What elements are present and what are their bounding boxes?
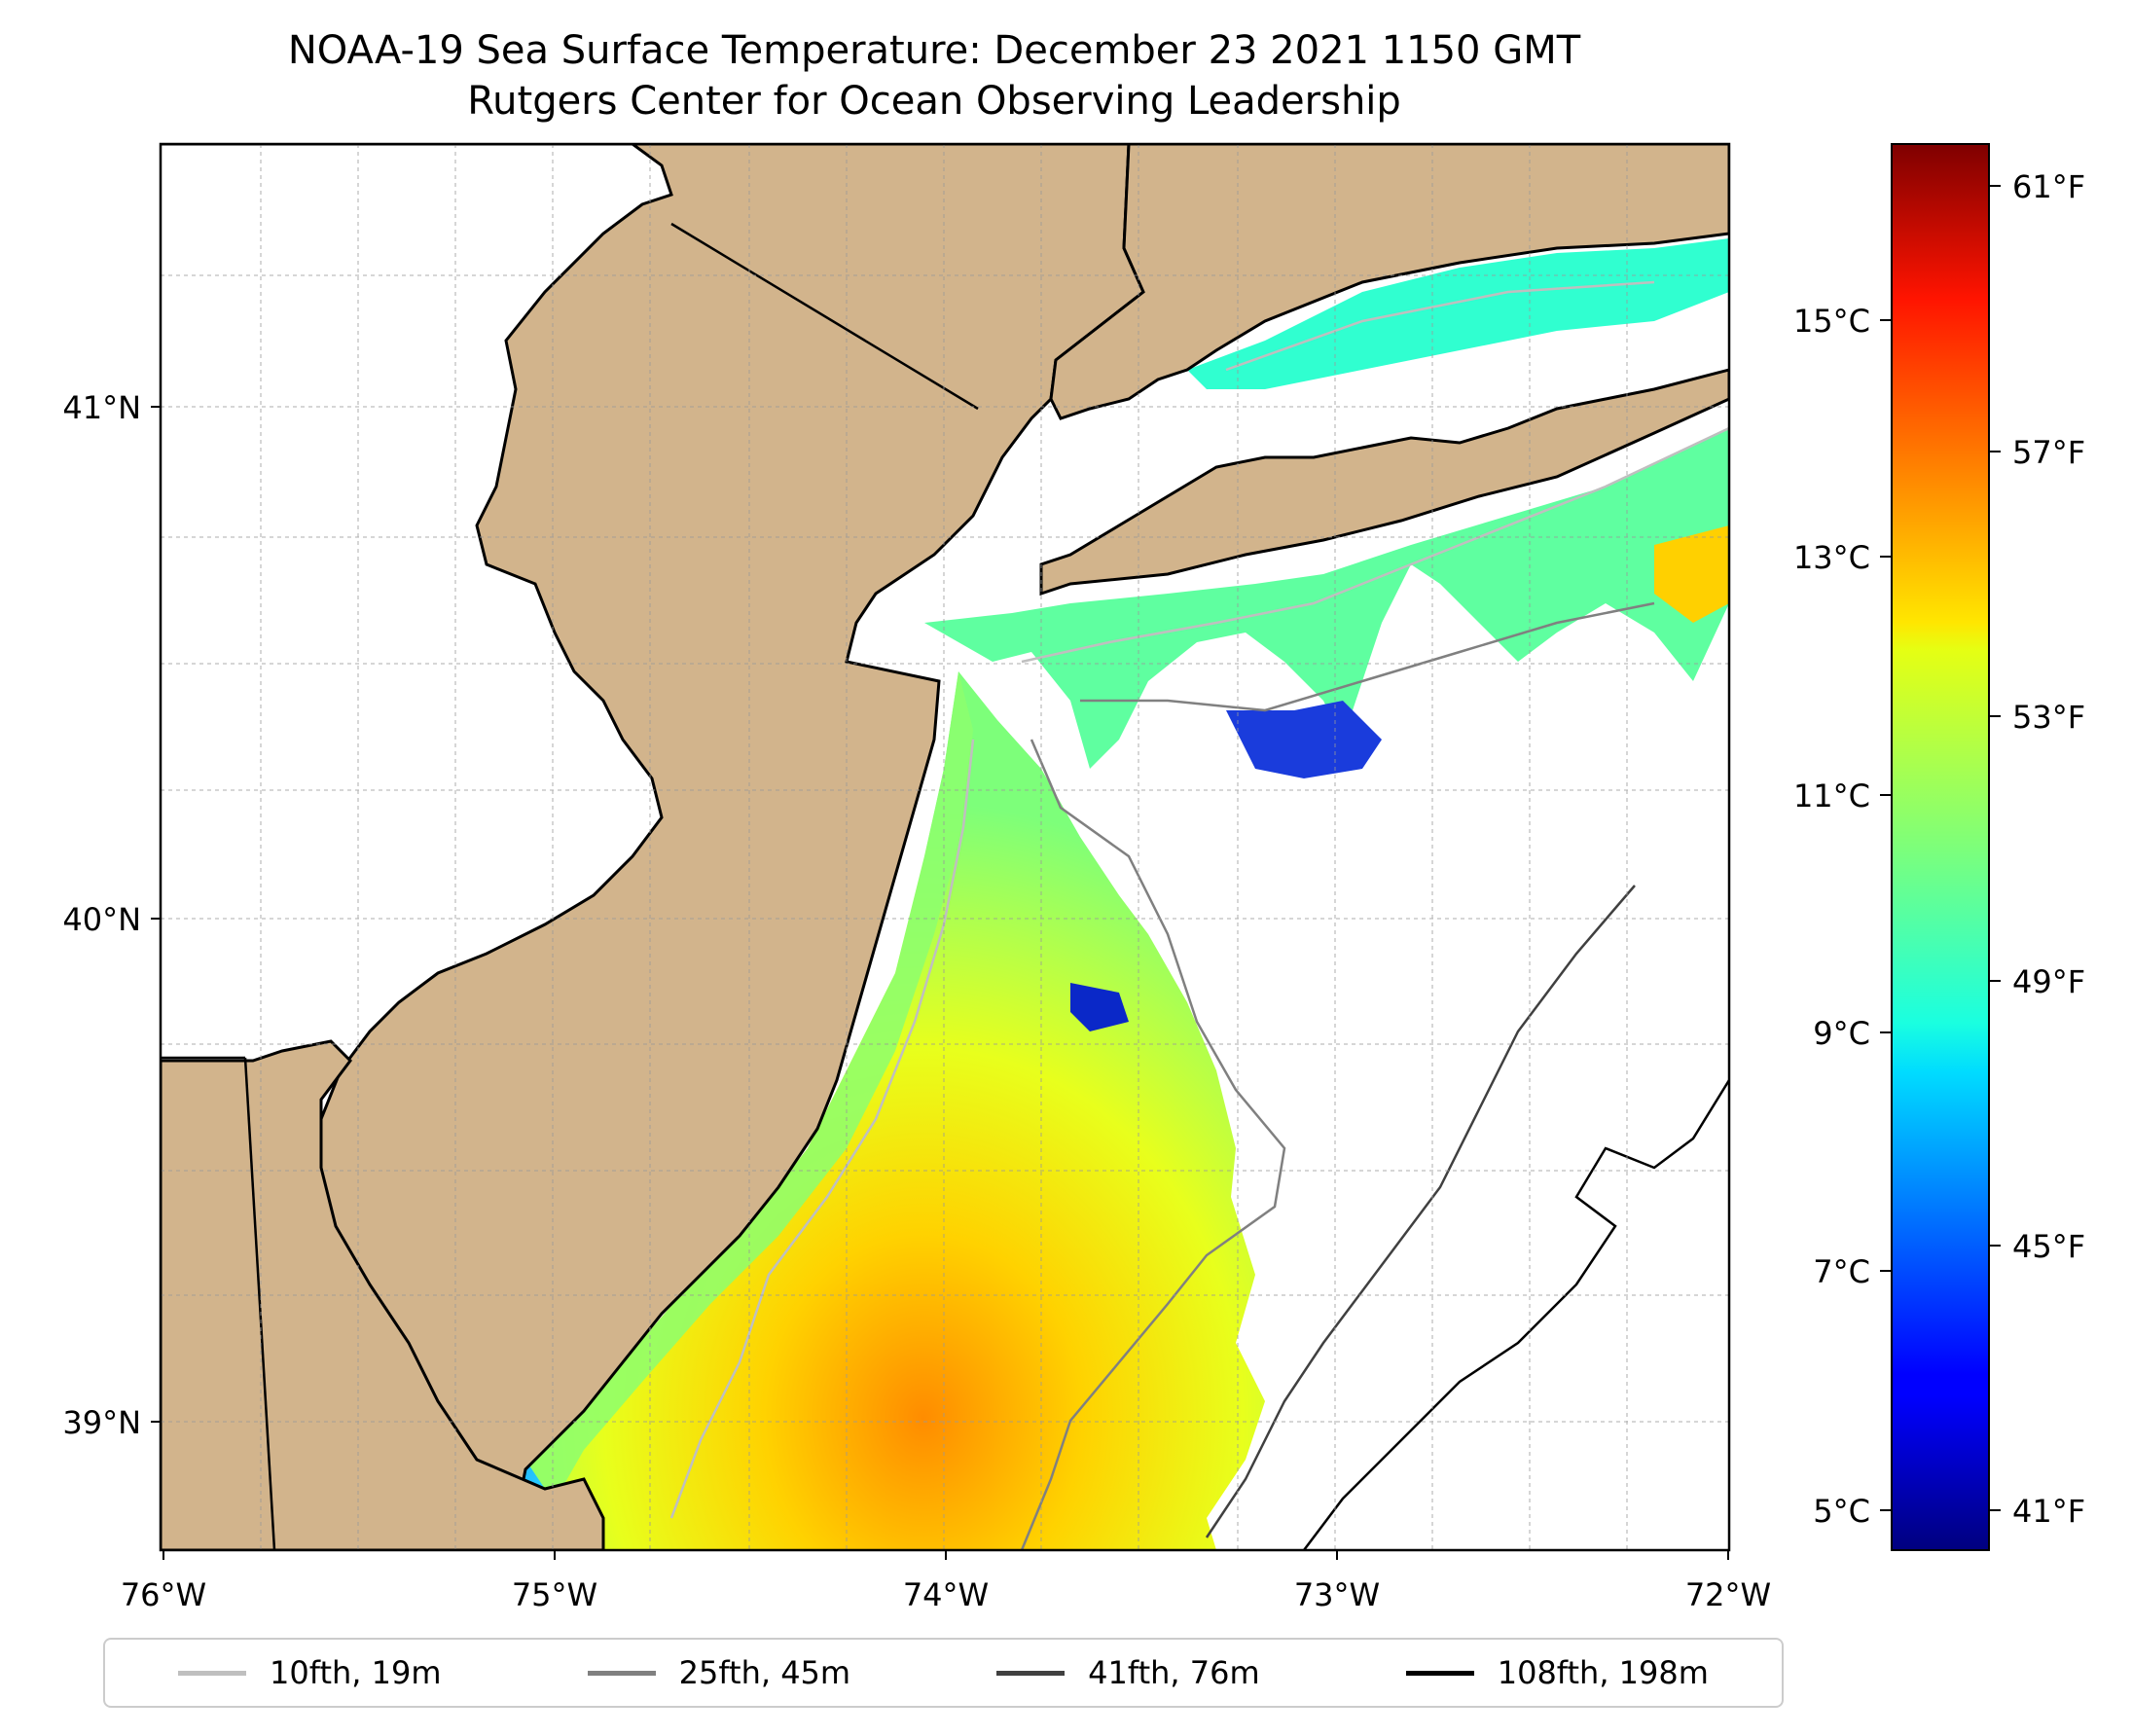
y-tick-label: 39°N <box>62 1404 141 1441</box>
legend-label: 108fth, 198m <box>1497 1654 1709 1691</box>
x-tick-label: 76°W <box>121 1576 206 1613</box>
legend-item: 25fth, 45m <box>587 1654 851 1691</box>
celsius-tick-label: 7°C <box>1813 1253 1870 1290</box>
legend-item: 10fth, 19m <box>178 1654 442 1691</box>
legend-swatch <box>587 1670 656 1676</box>
legend-swatch <box>996 1670 1066 1676</box>
gridlines <box>161 144 1729 1550</box>
map-title: NOAA-19 Sea Surface Temperature: Decembe… <box>287 28 1581 73</box>
fahrenheit-tick-label: 49°F <box>2012 963 2085 1000</box>
legend-swatch <box>178 1670 247 1676</box>
colorbar-celsius-labels: 15°C 13°C 11°C 9°C 7°C 5°C <box>1793 303 1870 1530</box>
colorbar-fahrenheit-labels: 61°F 57°F 53°F 49°F 45°F 41°F <box>2012 168 2085 1530</box>
colorbar-ticks <box>1880 185 2001 1511</box>
sst-cold-patch-2 <box>1070 983 1129 1031</box>
fahrenheit-tick-label: 45°F <box>2012 1228 2085 1265</box>
state-border-md-de <box>243 1057 276 1550</box>
x-tick-label: 75°W <box>512 1576 597 1613</box>
sst-cold-patch-1 <box>1226 701 1382 778</box>
map-panel <box>161 144 1729 1550</box>
y-tick-label: 41°N <box>62 389 141 426</box>
fahrenheit-tick-label: 61°F <box>2012 168 2085 205</box>
isobath-41fth <box>1205 885 1636 1538</box>
celsius-tick-label: 15°C <box>1793 303 1870 340</box>
fahrenheit-tick-label: 53°F <box>2012 699 2085 736</box>
celsius-tick-label: 11°C <box>1793 778 1870 814</box>
colorbar <box>1891 143 1990 1551</box>
x-tick-label: 74°W <box>903 1576 989 1613</box>
isobath-legend: 10fth, 19m 25fth, 45m 41fth, 76m 108fth,… <box>103 1638 1784 1708</box>
isobath-108fth <box>1303 1079 1729 1550</box>
legend-swatch <box>1405 1670 1474 1676</box>
legend-item: 108fth, 198m <box>1405 1654 1709 1691</box>
x-tick-label: 73°W <box>1294 1576 1380 1613</box>
legend-label: 10fth, 19m <box>270 1654 442 1691</box>
fahrenheit-tick-label: 41°F <box>2012 1493 2085 1530</box>
isobath-10fth <box>669 280 1729 1519</box>
y-tick-label: 40°N <box>62 901 141 938</box>
x-tick-labels: 76°W 75°W 74°W 73°W 72°W <box>121 1576 1771 1613</box>
sst-shelf-swath <box>506 671 1265 1550</box>
legend-label: 25fth, 45m <box>678 1654 851 1691</box>
y-tick-labels: 41°N 40°N 39°N <box>62 389 141 1441</box>
state-border-ny-nj <box>670 222 979 411</box>
map-subtitle: Rutgers Center for Ocean Observing Leade… <box>467 79 1401 124</box>
sst-sound-swath <box>1187 238 1729 389</box>
legend-item: 41fth, 76m <box>996 1654 1260 1691</box>
isobath-25fth <box>1020 601 1655 1550</box>
state-border-ny-ct <box>1055 144 1145 361</box>
fahrenheit-tick-label: 57°F <box>2012 434 2085 471</box>
x-tick-label: 72°W <box>1685 1576 1771 1613</box>
legend-label: 41fth, 76m <box>1088 1654 1260 1691</box>
axis-ticks <box>151 406 1729 1560</box>
land-delmarva <box>161 1039 605 1550</box>
celsius-tick-label: 5°C <box>1813 1493 1870 1530</box>
celsius-tick-label: 13°C <box>1793 539 1870 576</box>
sst-warm-patch-east <box>1654 525 1729 623</box>
celsius-tick-label: 9°C <box>1813 1015 1870 1052</box>
